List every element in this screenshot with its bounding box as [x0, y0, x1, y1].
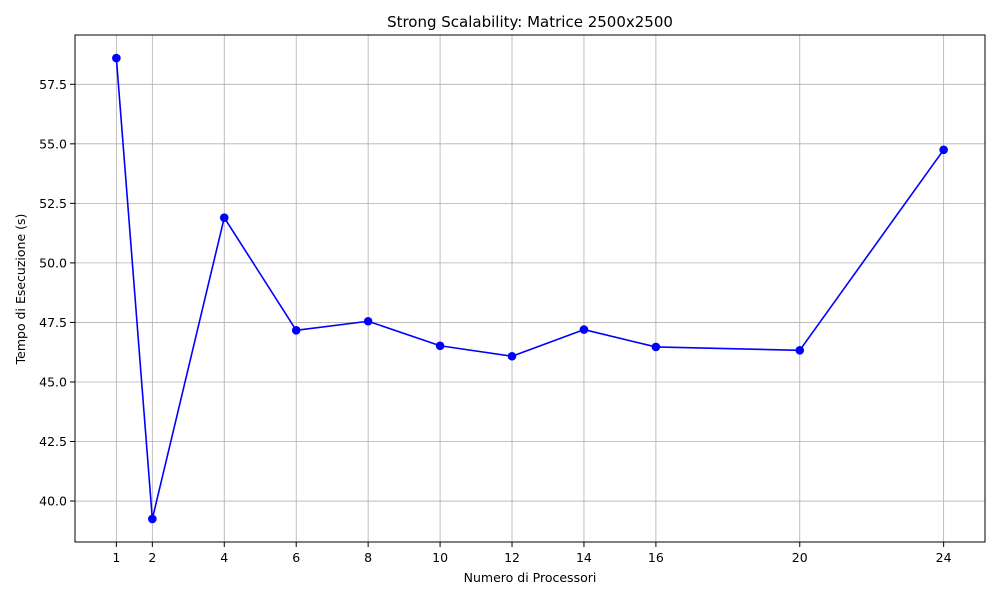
x-tick-label: 8: [364, 550, 372, 565]
data-point: [112, 53, 121, 63]
data-point: [435, 341, 445, 351]
y-tick-label: 57.5: [39, 77, 67, 92]
series-line-layer: [115, 58, 945, 520]
y-tick-label: 55.0: [39, 136, 67, 151]
y-tick-label: 45.0: [39, 374, 67, 389]
x-tick-label: 1: [112, 550, 120, 565]
x-tick-label: 10: [432, 550, 448, 565]
y-tick-label: 50.0: [39, 255, 67, 270]
x-tick-label: 24: [936, 550, 952, 565]
chart-title: Strong Scalability: Matrice 2500x2500: [387, 13, 673, 31]
x-tick-label: 16: [648, 550, 664, 565]
x-tick-label: 14: [576, 550, 592, 565]
y-tick-label: 52.5: [39, 196, 67, 211]
x-tick-label: 12: [504, 550, 520, 565]
data-point: [219, 213, 229, 222]
data-point: [363, 316, 373, 326]
x-tick-label: 4: [220, 550, 228, 565]
y-tick-label: 42.5: [39, 434, 67, 449]
axes-frame: [74, 34, 986, 543]
y-axis-ticks: 40.0 42.5 45.0 47.5 50.0 52.5 55.0 57.5: [39, 77, 75, 509]
x-tick-label: 6: [292, 550, 300, 565]
series-line: [115, 58, 945, 520]
data-point: [291, 325, 301, 335]
data-point: [651, 342, 661, 352]
y-tick-label: 47.5: [39, 315, 67, 330]
x-tick-label: 2: [148, 550, 156, 565]
x-tick-label: 20: [792, 550, 808, 565]
x-axis-label: Numero di Processori: [464, 570, 597, 585]
data-point: [507, 351, 517, 361]
y-tick-label: 40.0: [39, 494, 67, 509]
data-point: [939, 145, 948, 155]
x-axis-ticks: 1 2 4 6 8 10 12 14 16 20 24: [112, 542, 952, 565]
y-axis-label: Tempo di Esecuzione (s): [13, 214, 28, 366]
data-point: [148, 514, 157, 524]
data-points: [112, 53, 948, 524]
data-point: [579, 325, 589, 334]
grid: [75, 35, 985, 542]
data-point: [795, 345, 805, 355]
plot-area-border: [74, 34, 986, 543]
